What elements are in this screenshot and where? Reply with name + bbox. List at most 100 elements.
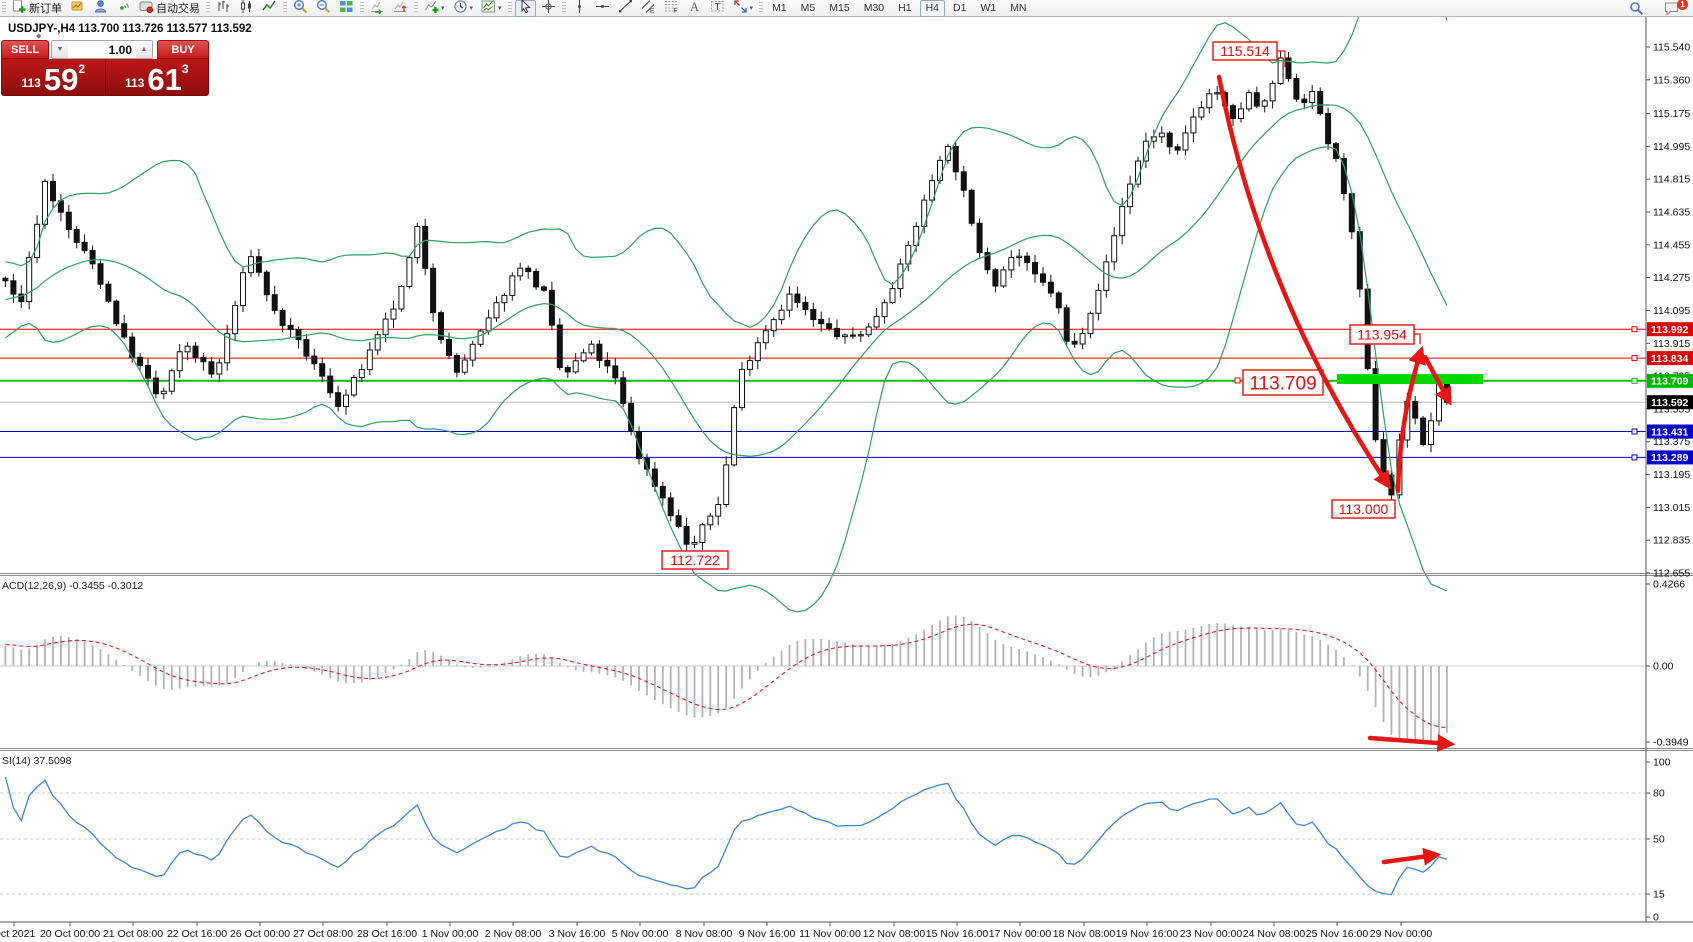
text-icon: A	[687, 0, 702, 17]
chart-ohlc-title: USDJPY-,H4 113.700 113.726 113.577 113.5…	[8, 23, 252, 35]
annotation-box-113.000[interactable]	[1331, 499, 1396, 519]
text-label-button[interactable]: T	[707, 0, 728, 17]
horizontal-level-lines[interactable]	[0, 326, 1646, 461]
buy-button[interactable]: BUY	[157, 40, 209, 59]
zoom-in-button[interactable]	[290, 0, 311, 17]
svg-text:115.360: 115.360	[1653, 74, 1690, 86]
indicators-add-button[interactable]: ▾	[421, 0, 448, 17]
periods-dropdown-icon[interactable]: ▾	[469, 5, 474, 12]
arrows-dropdown-icon[interactable]: ▾	[749, 5, 754, 12]
autotrading-button[interactable]: 自动交易	[136, 0, 203, 17]
hline-handle-113.709[interactable]	[1631, 377, 1638, 384]
annotation-box-113.954[interactable]	[1349, 324, 1415, 345]
hline-handle-113.289[interactable]	[1631, 454, 1638, 461]
red-arrow-3[interactable]	[1422, 354, 1452, 406]
red-arrow-5[interactable]	[1381, 847, 1442, 866]
buy-price-sup: 3	[181, 62, 189, 76]
fibonacci-button[interactable]: F	[661, 0, 682, 17]
svg-text:15 Nov 16:00: 15 Nov 16:00	[926, 928, 989, 940]
crosshair-icon	[541, 0, 556, 17]
timeframe-h4-button[interactable]: H4	[919, 0, 945, 17]
timeframe-m15-button[interactable]: M15	[829, 2, 850, 14]
auto-scroll-button[interactable]	[367, 0, 388, 17]
new-chart-button[interactable]	[67, 0, 88, 17]
trendline-button[interactable]	[615, 0, 636, 17]
timeframe-h1-button[interactable]: H1	[898, 2, 912, 14]
chat-button[interactable]: 1	[1661, 0, 1688, 18]
hline-handle-113.992[interactable]	[1631, 326, 1638, 333]
chart-bars-icon	[216, 0, 231, 17]
toolbar-separator	[360, 2, 364, 14]
svg-text:114.635: 114.635	[1653, 207, 1690, 219]
indicators-add-dropdown-icon[interactable]: ▾	[441, 5, 445, 12]
signals-button[interactable]	[113, 0, 134, 17]
arrows-button[interactable]: ▾	[730, 0, 757, 17]
one-click-expander-icon[interactable]: ◆	[36, 33, 42, 40]
text-button[interactable]: A	[684, 0, 705, 17]
volume-decrease-button[interactable]: ▼	[52, 41, 68, 58]
red-arrow-1[interactable]	[1216, 74, 1392, 490]
price-annotations[interactable]: 115.514 113.954 113.709 113.000 112.722	[661, 41, 1421, 570]
sell-price-sup: 2	[78, 62, 86, 76]
indicators-add-icon	[424, 0, 439, 17]
indicator-axis-labels: 0.4266 0.00 -0.3949 100 80 50 15 0	[1646, 579, 1689, 924]
volume-input-group: ▼ ▲	[51, 40, 153, 59]
timeframe-w1-button[interactable]: W1	[980, 2, 997, 14]
timeframe-m1-button[interactable]: M1	[772, 2, 787, 14]
volume-increase-button[interactable]: ▲	[136, 41, 152, 58]
timeframe-d1-button[interactable]: D1	[953, 2, 967, 14]
vertical-line-button[interactable]	[569, 0, 590, 17]
drawn-arrows[interactable]	[1216, 74, 1456, 866]
templates-button[interactable]: ▾	[478, 0, 505, 17]
equidistant-channel-button[interactable]: E	[638, 0, 659, 17]
svg-text:F: F	[673, 8, 677, 15]
svg-text:113.915: 113.915	[1653, 338, 1690, 350]
periods-button[interactable]: ▾	[450, 0, 477, 17]
zoom-out-button[interactable]	[313, 0, 334, 17]
horizontal-line-button[interactable]	[592, 0, 613, 17]
annotation-box-113.709[interactable]	[1242, 369, 1324, 396]
hline-handle-113.431[interactable]	[1631, 428, 1638, 435]
tile-windows-icon	[339, 0, 354, 17]
chart-bars-button[interactable]	[213, 0, 234, 17]
annotation-box-112.722[interactable]	[661, 550, 729, 570]
svg-text:9 Nov 16:00: 9 Nov 16:00	[739, 928, 796, 940]
tile-windows-button[interactable]	[336, 0, 357, 17]
chart-shift-button[interactable]	[390, 0, 411, 17]
svg-text:80: 80	[1653, 788, 1665, 800]
new-chart-icon	[70, 0, 85, 17]
chart-candles-button[interactable]	[236, 0, 257, 17]
price-axis-labels: 115.540 115.360 115.175 114.995 114.815 114.6…	[1646, 42, 1690, 580]
autotrading-label: 自动交易	[156, 3, 200, 15]
green-highlight-bar[interactable]	[1337, 374, 1483, 384]
red-arrow-4[interactable]	[1367, 734, 1456, 753]
svg-text:29 Nov 00:00: 29 Nov 00:00	[1370, 928, 1433, 940]
new-order-button[interactable]: 新订单	[9, 0, 65, 17]
autotrading-icon	[139, 0, 154, 17]
buy-price[interactable]: 113 61 3	[106, 59, 209, 95]
sell-price[interactable]: 113 59 2	[2, 59, 106, 95]
svg-text:115.175: 115.175	[1653, 108, 1690, 120]
sell-button[interactable]: SELL	[1, 40, 49, 59]
toolbar-separator	[283, 2, 287, 14]
svg-text:26 Oct 00:00: 26 Oct 00:00	[230, 928, 290, 940]
red-arrow-2[interactable]	[1395, 345, 1426, 494]
timeframe-m5-button[interactable]: M5	[800, 2, 816, 14]
templates-dropdown-icon[interactable]: ▾	[498, 5, 502, 12]
svg-text:2 Nov 08:00: 2 Nov 08:00	[485, 928, 542, 940]
chart-canvas[interactable]: 115.540 115.360 115.175 114.995 114.815 114.6…	[0, 17, 1693, 942]
profiles-button[interactable]	[90, 0, 111, 17]
trendline-icon	[618, 0, 633, 17]
hline-handle-113.834[interactable]	[1631, 355, 1638, 362]
annotation-box-115.514[interactable]	[1212, 41, 1278, 61]
cursor-button[interactable]	[514, 0, 536, 17]
crosshair-button[interactable]	[538, 0, 559, 17]
timeframe-mn-button[interactable]: MN	[1010, 2, 1027, 14]
svg-text:11 Nov 00:00: 11 Nov 00:00	[799, 928, 861, 940]
volume-input[interactable]	[68, 41, 136, 58]
chart-line-button[interactable]	[259, 0, 280, 17]
macd-signal-line	[5, 623, 1447, 729]
search-button[interactable]	[1626, 1, 1647, 18]
timeframe-m30-button[interactable]: M30	[863, 2, 885, 14]
sell-price-prefix: 113	[21, 76, 41, 90]
